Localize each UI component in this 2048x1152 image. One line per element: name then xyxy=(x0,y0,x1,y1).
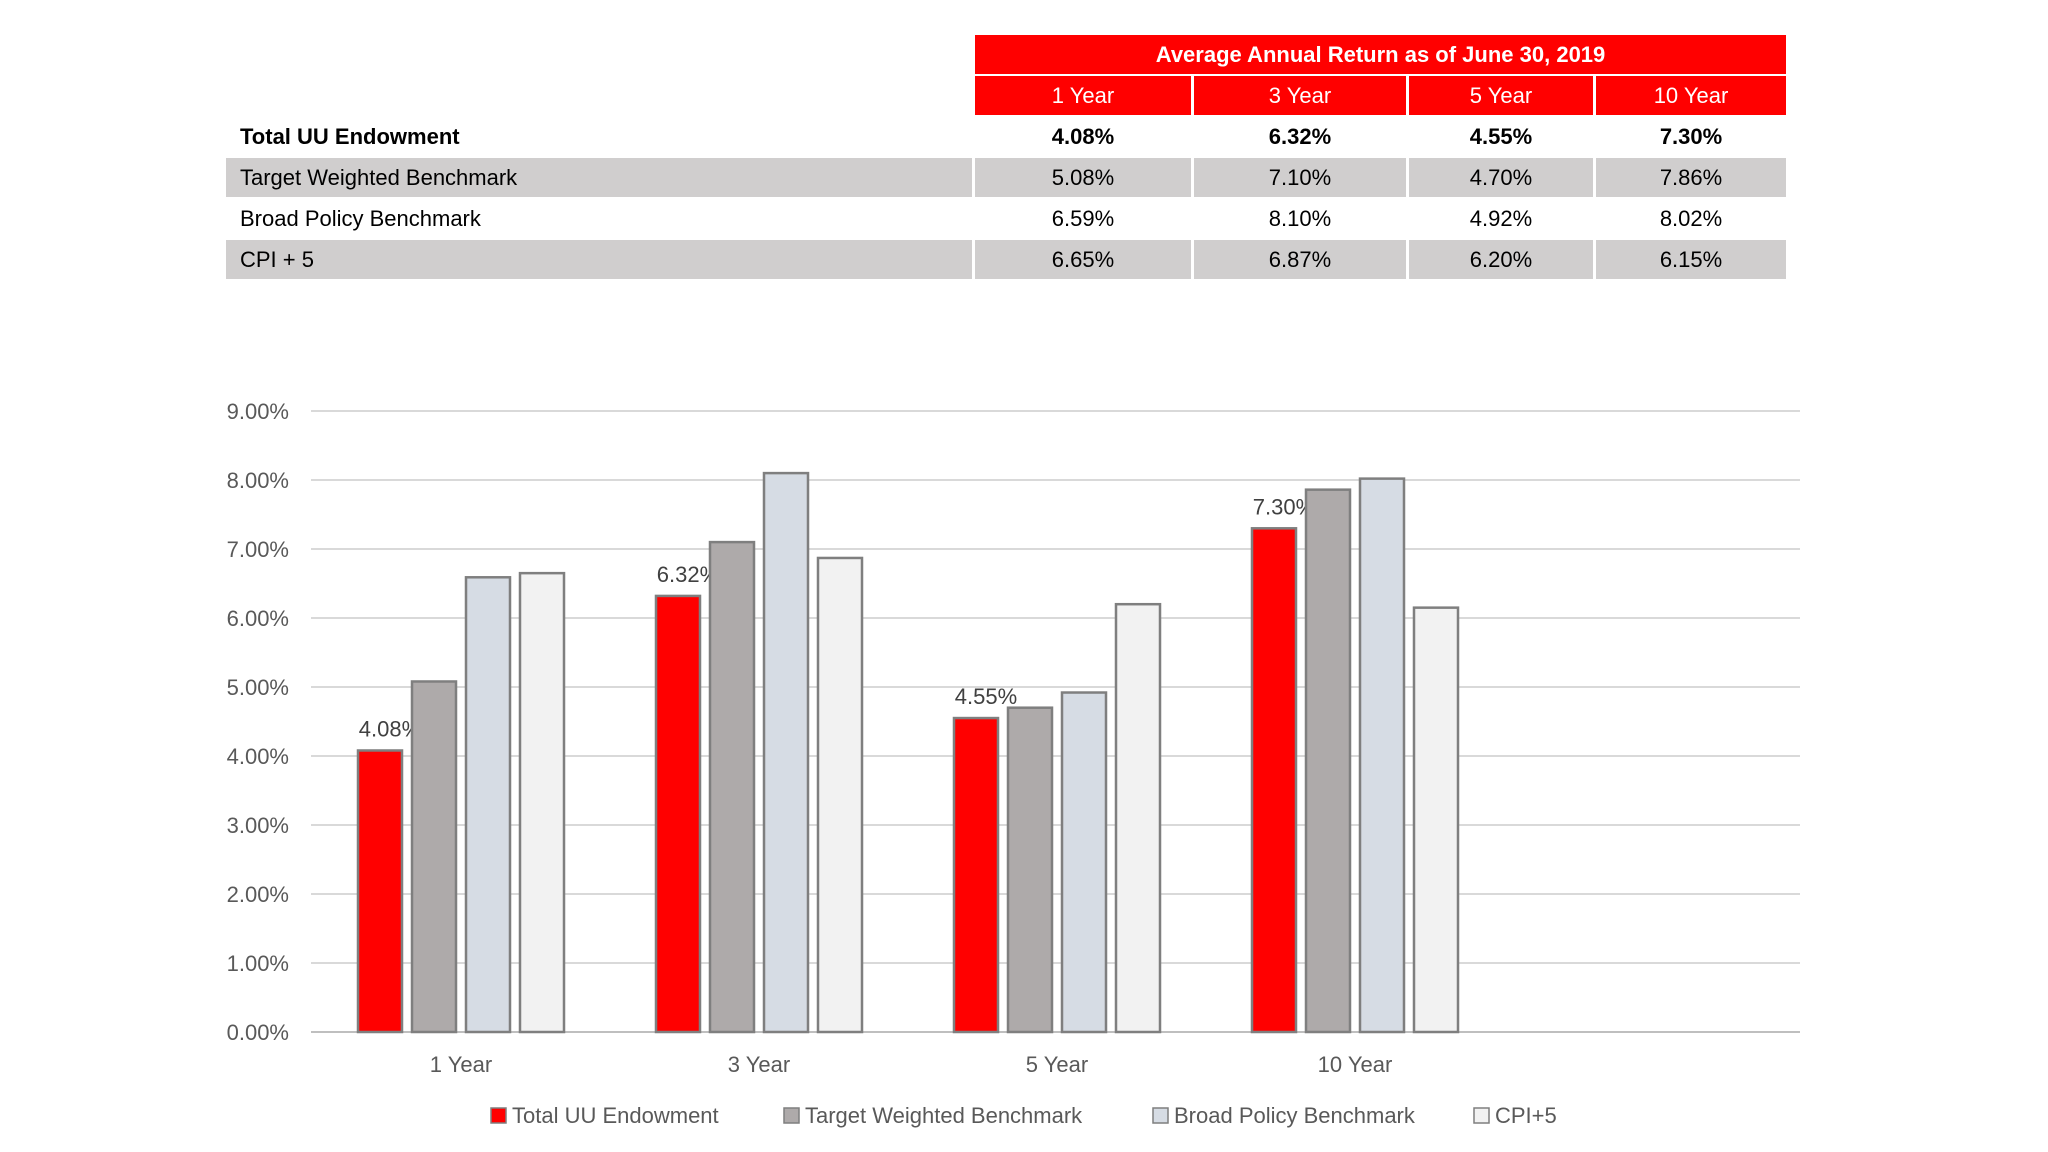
legend-swatch xyxy=(783,1107,800,1124)
y-tick-label: 6.00% xyxy=(227,606,289,631)
legend-label: CPI+5 xyxy=(1495,1103,1557,1128)
bar xyxy=(654,594,702,1034)
bar xyxy=(952,716,1000,1034)
legend-swatch xyxy=(1152,1107,1169,1124)
cell-value: 8.10% xyxy=(1268,205,1332,231)
chart-bars: 4.08%6.32%4.55%7.30% xyxy=(356,471,1460,1034)
y-tick-label: 5.00% xyxy=(227,675,289,700)
cell-value: 6.15% xyxy=(1596,240,1787,279)
cell-value: 6.65% xyxy=(975,240,1191,279)
y-tick-label: 8.00% xyxy=(227,468,289,493)
legend-swatch xyxy=(490,1107,507,1124)
cell-value: 4.08% xyxy=(1051,123,1115,149)
bar xyxy=(410,680,458,1034)
cell-value: 4.70% xyxy=(1409,158,1593,197)
header-5-year: 5 Year xyxy=(1409,76,1593,115)
bar xyxy=(1250,527,1298,1034)
cell-value: 5.08% xyxy=(975,158,1191,197)
y-tick-label: 2.00% xyxy=(227,882,289,907)
legend-label: Target Weighted Benchmark xyxy=(805,1103,1083,1128)
returns-table: Average Annual Return as of June 30, 201… xyxy=(223,33,1789,281)
table-row: Target Weighted Benchmark 5.08% 7.10% 4.… xyxy=(226,158,1787,197)
x-tick-label: 10 Year xyxy=(1318,1052,1393,1077)
bar xyxy=(762,471,810,1034)
table-row: Total UU Endowment 4.08% 6.32% 4.55% 7.3… xyxy=(226,117,1786,156)
legend-swatch xyxy=(1473,1107,1490,1124)
row-label: Total UU Endowment xyxy=(240,123,460,149)
header-3-year: 3 Year xyxy=(1194,76,1406,115)
cell-value: 6.59% xyxy=(1051,205,1115,231)
table-header-row: 1 Year 3 Year 5 Year 10 Year xyxy=(226,76,1787,115)
header-10-year: 10 Year xyxy=(1596,76,1787,115)
table-row: Broad Policy Benchmark 6.59% 8.10% 4.92%… xyxy=(226,199,1786,238)
legend-label: Broad Policy Benchmark xyxy=(1174,1103,1416,1128)
bar xyxy=(1060,691,1108,1034)
row-label: CPI + 5 xyxy=(226,240,972,279)
header-1-year: 1 Year xyxy=(975,76,1191,115)
y-axis: 0.00% 1.00% 2.00% 3.00% 4.00% 5.00% 6.00% 7.00%… xyxy=(227,399,289,1045)
x-tick-label: 5 Year xyxy=(1026,1052,1088,1077)
bar xyxy=(356,749,404,1034)
y-tick-label: 3.00% xyxy=(227,813,289,838)
table-row: CPI + 5 6.65% 6.87% 6.20% 6.15% xyxy=(226,240,1787,279)
cell-value: 4.55% xyxy=(1469,123,1533,149)
table-title: Average Annual Return as of June 30, 201… xyxy=(975,35,1787,74)
cell-value: 6.32% xyxy=(1268,123,1332,149)
x-axis: 1 Year 3 Year 5 Year 10 Year xyxy=(430,1052,1393,1077)
legend-label: Total UU Endowment xyxy=(512,1103,719,1128)
x-tick-label: 1 Year xyxy=(430,1052,492,1077)
y-tick-label: 9.00% xyxy=(227,399,289,424)
cell-value: 7.10% xyxy=(1194,158,1406,197)
data-label: 4.55% xyxy=(955,684,1017,709)
bar xyxy=(1114,602,1162,1034)
bar xyxy=(464,576,512,1034)
cell-value: 6.87% xyxy=(1194,240,1406,279)
bar xyxy=(816,556,864,1034)
bar xyxy=(1304,488,1352,1034)
bar xyxy=(1358,477,1406,1034)
row-label: Target Weighted Benchmark xyxy=(226,158,972,197)
y-tick-label: 4.00% xyxy=(227,744,289,769)
cell-value: 4.92% xyxy=(1469,205,1533,231)
y-tick-label: 0.00% xyxy=(227,1020,289,1045)
table-title-row: Average Annual Return as of June 30, 201… xyxy=(226,35,1787,74)
bar xyxy=(1412,606,1460,1034)
y-tick-label: 7.00% xyxy=(227,537,289,562)
row-label: Broad Policy Benchmark xyxy=(240,205,481,231)
cell-value: 7.30% xyxy=(1659,123,1723,149)
cell-value: 8.02% xyxy=(1659,205,1723,231)
y-tick-label: 1.00% xyxy=(227,951,289,976)
cell-value: 7.86% xyxy=(1596,158,1787,197)
x-tick-label: 3 Year xyxy=(728,1052,790,1077)
bar xyxy=(1006,706,1054,1034)
cell-value: 6.20% xyxy=(1409,240,1593,279)
bar xyxy=(518,571,566,1034)
returns-table-container: Average Annual Return as of June 30, 201… xyxy=(223,33,1789,281)
bar xyxy=(708,540,756,1034)
chart-legend: Total UU Endowment Target Weighted Benchm… xyxy=(490,1103,1557,1128)
